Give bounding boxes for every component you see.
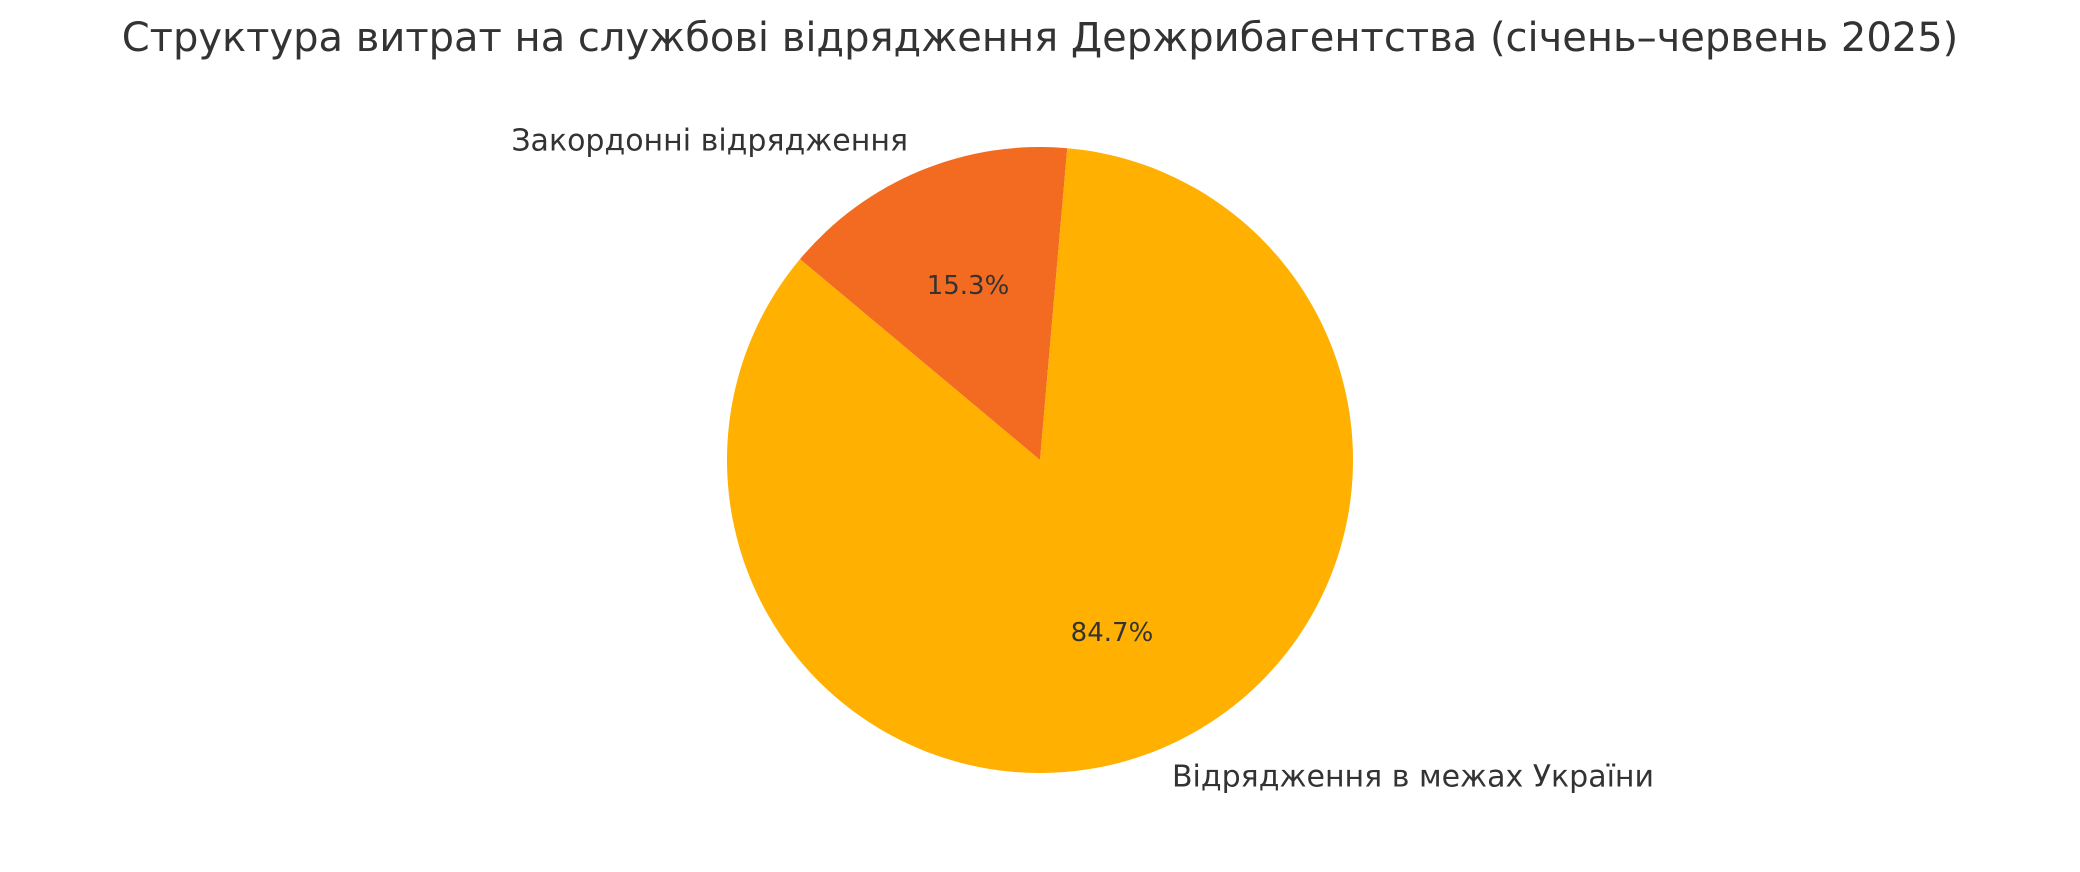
chart-title: Структура витрат на службові відрядження…	[122, 15, 1959, 61]
pie-slice	[727, 148, 1353, 774]
pie-slice	[799, 147, 1068, 460]
value-label: 15.3%	[927, 271, 1010, 301]
slice-label: Закордонні відрядження	[511, 124, 908, 159]
value-label: 84.7%	[1071, 618, 1154, 648]
slice-label: Відрядження в межах України	[1172, 759, 1654, 794]
